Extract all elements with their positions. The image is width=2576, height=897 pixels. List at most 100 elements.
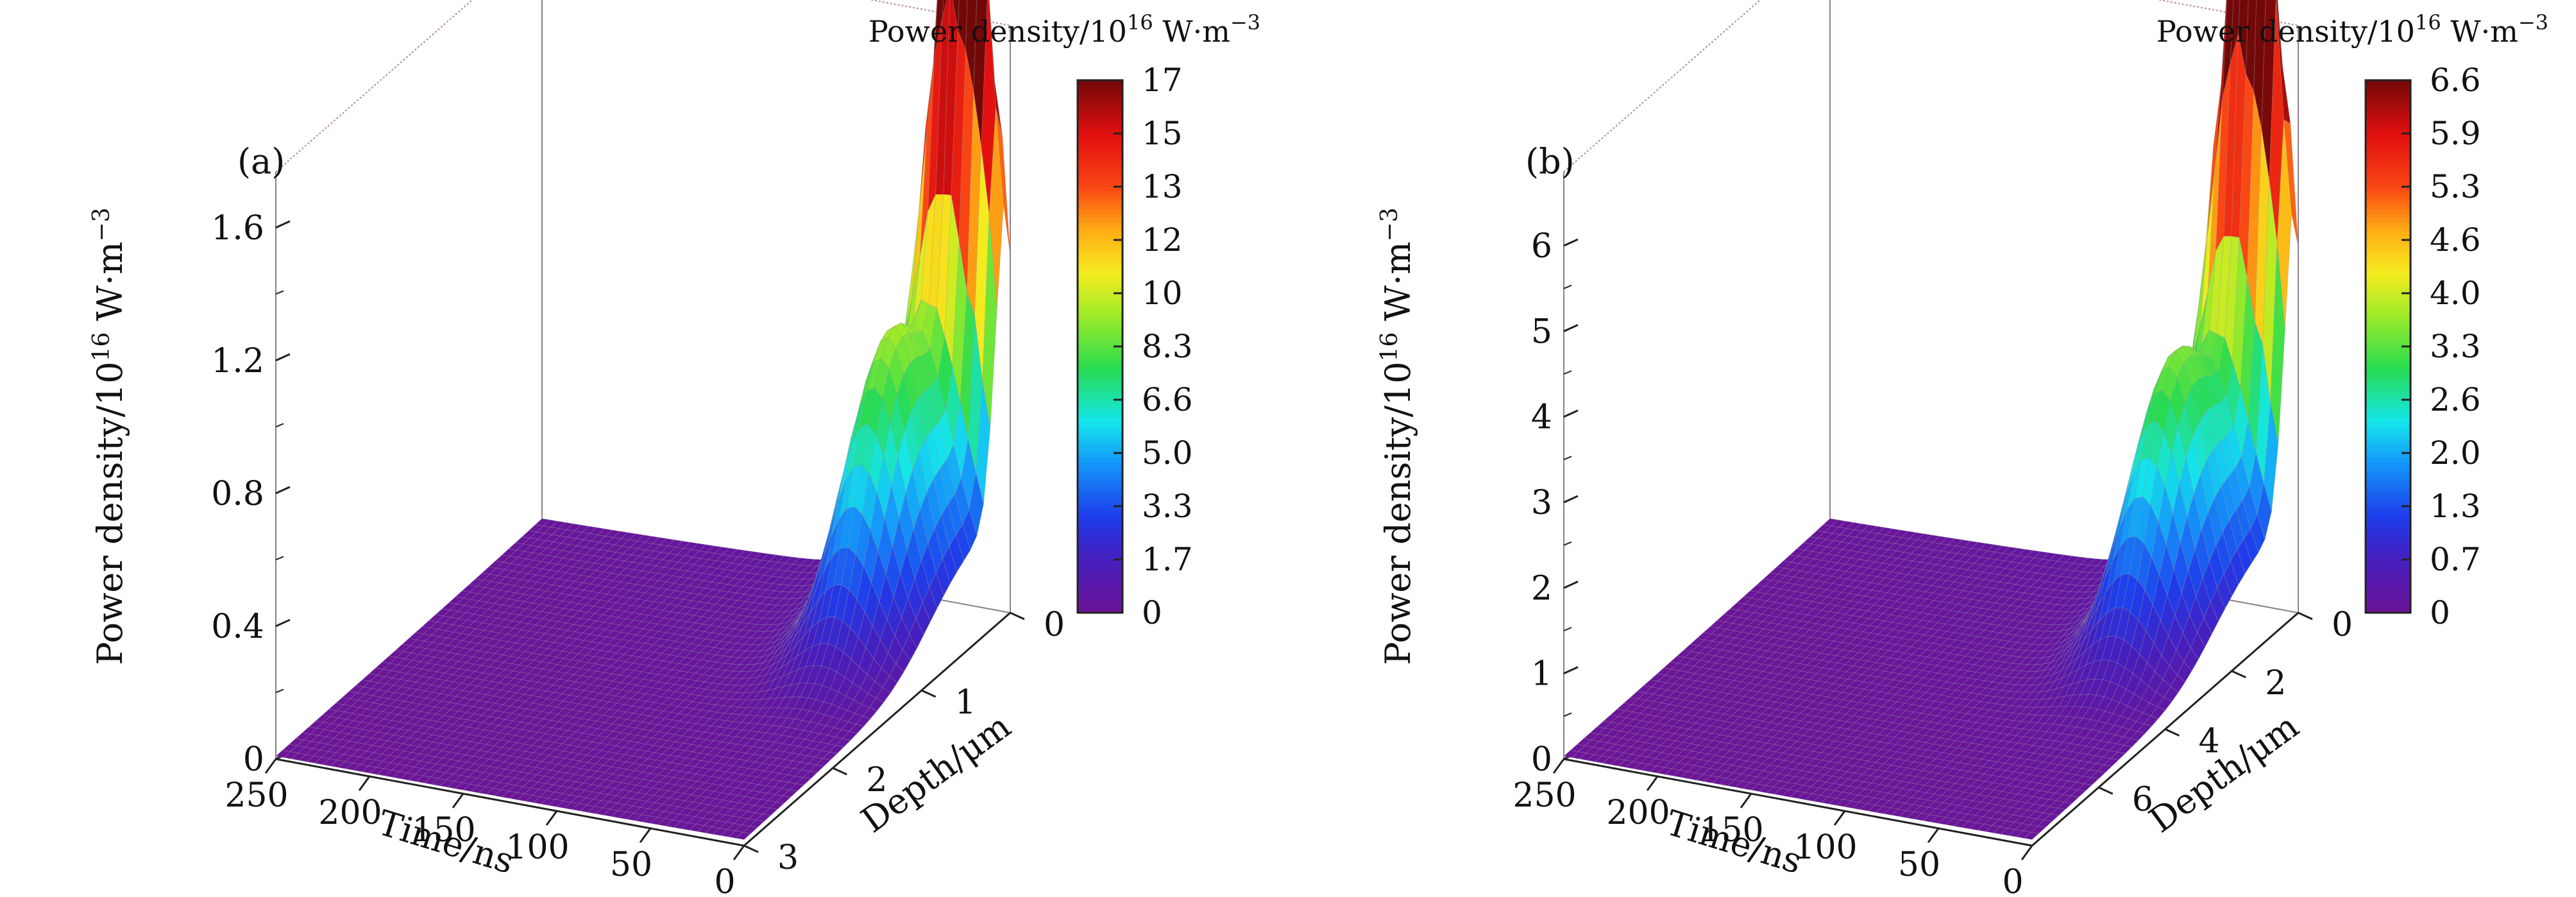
z-tick [1564, 239, 1578, 246]
colorbar-segment [1078, 280, 1123, 285]
z-minor-tick [276, 689, 284, 692]
colorbar-segment [1078, 249, 1123, 254]
colorbar-segment [1078, 466, 1123, 472]
z-tick-label: 1.2 [211, 342, 264, 380]
z-tick [1564, 667, 1578, 674]
colorbar-segment [1078, 422, 1123, 427]
colorbar-segment [1078, 222, 1123, 227]
colorbar-segment [1078, 533, 1123, 538]
colorbar-segment [1078, 564, 1123, 569]
colorbar-segment [1078, 413, 1123, 418]
colorbar-segment [1078, 329, 1123, 334]
colorbar-segment [1078, 324, 1123, 329]
colorbar-segment [1078, 568, 1123, 574]
colorbar-segment [1078, 231, 1123, 236]
z-minor-tick [276, 556, 284, 560]
colorbar-tick-label: 12 [1142, 221, 1183, 259]
colorbar-segment [1078, 511, 1123, 516]
colorbar-tick-label: 3.3 [1142, 488, 1193, 525]
colorbar-segment [1078, 226, 1123, 232]
z-tick [276, 620, 290, 626]
time-tick-label: 250 [225, 776, 288, 815]
z-tick-label: 1.6 [211, 209, 264, 248]
colorbar-segment [1078, 205, 1123, 210]
colorbar-segment [1078, 484, 1123, 489]
colorbar-segment [1078, 271, 1123, 276]
colorbar-segment [1078, 360, 1123, 365]
colorbar-segment [1078, 409, 1123, 414]
colorbar-segment [1078, 493, 1123, 498]
colorbar-segment [1078, 156, 1123, 161]
surface [276, 0, 1010, 840]
colorbar-tick-label: 10 [1142, 275, 1183, 312]
z-tick-label: 0 [243, 740, 264, 779]
time-tick [640, 828, 650, 842]
colorbar-segment [1078, 115, 1123, 121]
colorbar-tick-label: 17 [1142, 62, 1183, 99]
time-tick [266, 759, 276, 773]
colorbar-segment [1078, 462, 1123, 467]
colorbar-segment [1078, 537, 1123, 542]
z-minor-tick [276, 291, 284, 294]
colorbar-segment [1078, 435, 1123, 440]
colorbar-segment [1078, 169, 1123, 174]
colorbar-segment [1078, 120, 1123, 125]
z-axis-label: Power density/1016 W·m−3 [1377, 207, 1419, 665]
time-tick [453, 794, 463, 808]
z-tick [1564, 411, 1578, 417]
colorbar-segment [1078, 214, 1123, 219]
colorbar-segment [1078, 284, 1123, 289]
colorbar-segment [1078, 440, 1123, 445]
colorbar-segment [1078, 546, 1123, 551]
z-tick-label: 6 [1531, 227, 1552, 266]
colorbar-tick-label: 15 [1142, 115, 1183, 152]
colorbar-segment [1078, 196, 1123, 201]
colorbar-segment [1078, 111, 1123, 116]
colorbar-segment [1078, 244, 1123, 250]
colorbar-segment [1078, 604, 1123, 609]
colorbar-segment [1078, 103, 1123, 108]
z-axis-label: Power density/1016 W·m−3 [89, 207, 131, 665]
colorbar-segment [1078, 529, 1123, 534]
colorbar-segment [1078, 582, 1123, 587]
z-tick-label: 5 [1531, 312, 1552, 351]
colorbar-segment [1078, 320, 1123, 325]
colorbar-segment [1078, 191, 1123, 196]
colorbar-segment [1078, 404, 1123, 409]
z-tick [276, 354, 290, 361]
colorbar-segment [1078, 551, 1123, 556]
colorbar-segment [1078, 520, 1123, 525]
box-edge-top-left [1564, 0, 1830, 172]
colorbar-segment [1078, 515, 1123, 520]
z-minor-tick [1564, 286, 1572, 289]
z-tick-label: 0.8 [211, 475, 264, 513]
colorbar-segment [1078, 173, 1123, 178]
colorbar-segment [1078, 258, 1123, 263]
colorbar-segment [1078, 160, 1123, 166]
depth-tick-label: 0 [1044, 606, 1065, 644]
colorbar-segment [1078, 138, 1123, 143]
z-axis: 00.40.81.21.6 [211, 209, 290, 779]
z-tick-label: 3 [1531, 484, 1552, 522]
colorbar-segment [1078, 497, 1123, 502]
colorbar-tick-label: 13 [1142, 168, 1183, 205]
colorbar-segment [1078, 577, 1123, 583]
z-minor-tick [1564, 456, 1572, 459]
colorbar-segment [1078, 124, 1123, 130]
depth-tick [1010, 613, 1024, 619]
z-tick [1564, 581, 1578, 588]
colorbar-segment [1078, 599, 1123, 604]
colorbar-segment [1078, 595, 1123, 600]
depth-tick [833, 768, 847, 774]
colorbar-segment [1078, 524, 1123, 529]
colorbar-segment [1078, 267, 1123, 272]
z-minor-tick [1564, 628, 1572, 631]
colorbar-segment [1078, 311, 1123, 316]
colorbar-tick-label: 5.0 [1142, 434, 1193, 472]
colorbar-segment [1078, 164, 1123, 169]
z-tick [1564, 496, 1578, 502]
colorbar-segment [1078, 209, 1123, 214]
